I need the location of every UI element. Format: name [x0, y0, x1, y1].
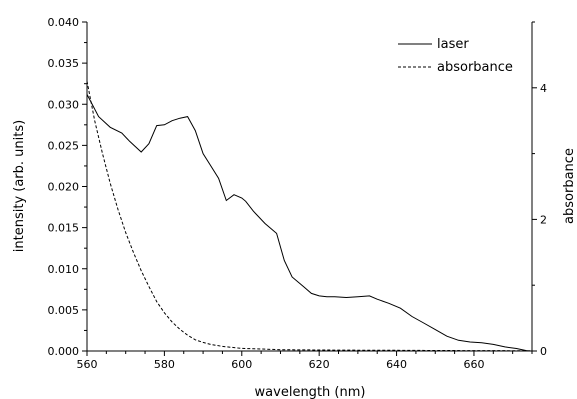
series-layer [86, 81, 532, 352]
series-line-absorbance [86, 81, 532, 352]
series-line-laser [86, 94, 529, 352]
y-tick-label: 0.000 [48, 345, 80, 358]
legend: laser absorbance [398, 37, 513, 75]
legend-label-absorbance: absorbance [437, 60, 513, 75]
x-tick-label: 640 [386, 358, 407, 371]
y2-axis-label: absorbance [562, 148, 577, 224]
y-tick-label: 0.015 [48, 222, 80, 235]
x-tick-label: 620 [309, 358, 330, 371]
y-tick-label: 0.035 [48, 57, 80, 70]
axis-ticks: 560 580 600 620 640 660 0.000 0.005 0.010 0.015 0.… [48, 16, 548, 371]
x-tick-label: 660 [463, 358, 484, 371]
y2-tick-label: 0 [540, 345, 547, 358]
y-axis-label: intensity (arb. units) [12, 120, 27, 252]
x-axis-label: wavelength (nm) [255, 385, 366, 399]
y-tick-label: 0.020 [48, 181, 80, 194]
x-tick-label: 580 [154, 358, 175, 371]
y-tick-label: 0.010 [48, 263, 80, 276]
x-tick-label: 600 [231, 358, 252, 371]
y-tick-label: 0.005 [48, 304, 80, 317]
legend-label-laser: laser [437, 37, 469, 52]
x-tick-label: 560 [77, 358, 98, 371]
y-tick-label: 0.025 [48, 139, 80, 152]
y-tick-label: 0.030 [48, 98, 80, 111]
y2-tick-label: 2 [540, 213, 547, 226]
y2-tick-label: 4 [540, 82, 547, 95]
y-tick-label: 0.040 [48, 16, 80, 29]
